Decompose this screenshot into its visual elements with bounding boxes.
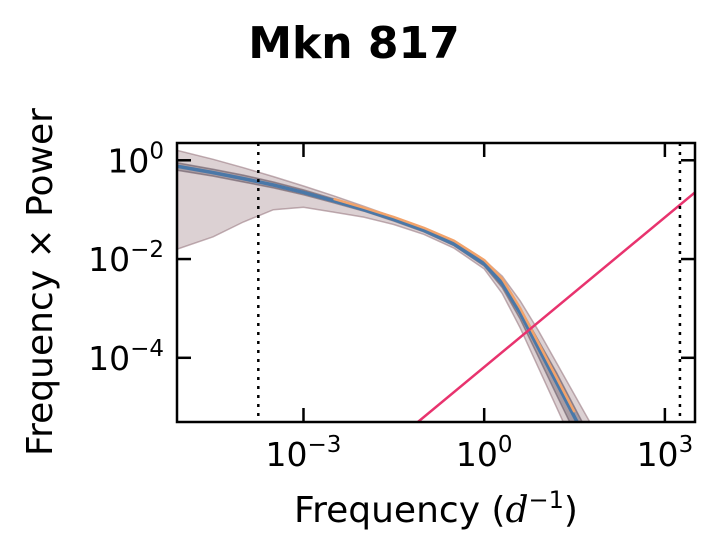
series-line-2: [417, 190, 695, 422]
plot-frame: [175, 141, 697, 424]
x-tick-label-1: 100: [456, 432, 513, 474]
series-line-1: [333, 197, 576, 413]
y-axis-label: Frequency × Power: [20, 108, 61, 456]
y-tick-label-2: 10−4: [88, 336, 164, 378]
series-line-0: [177, 164, 580, 422]
x-axis-label: Frequency (d−1): [294, 486, 578, 531]
axis-ticks: 10−3 100 103 100 10−2 10−4: [88, 138, 695, 474]
x-tick-label-2: 103: [637, 432, 694, 474]
y-tick-label-1: 10−2: [88, 237, 164, 279]
confidence-band-0: [177, 149, 591, 422]
y-tick-label-0: 100: [107, 138, 164, 180]
chart-title: Mkn 817: [248, 18, 460, 69]
x-tick-label-0: 10−3: [266, 432, 342, 474]
plot-area: [177, 143, 695, 422]
